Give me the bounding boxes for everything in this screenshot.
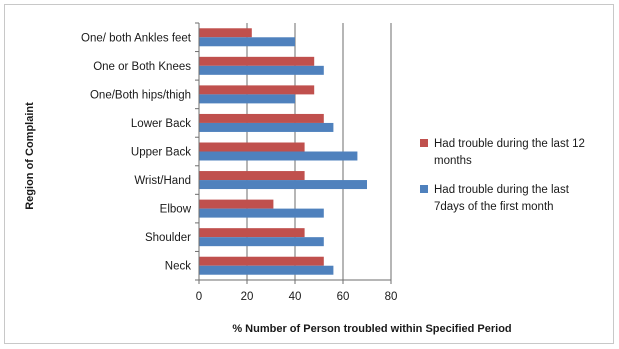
legend-swatch xyxy=(420,185,428,193)
bar-chart: One/ both Ankles feet One or Both Knees On… xyxy=(24,22,585,335)
category-label: Neck xyxy=(165,261,191,273)
category-labels: One/ both Ankles feet One or Both Knees On… xyxy=(81,32,192,272)
bar-last-7-days xyxy=(199,65,324,75)
bar-last-7-days xyxy=(199,208,324,218)
x-tick-label: 20 xyxy=(241,291,254,303)
bar-last-12-months xyxy=(199,56,315,66)
legend-label: months xyxy=(434,155,472,167)
category-label: One/ both Ankles feet xyxy=(81,32,192,44)
bar-last-7-days xyxy=(199,237,324,247)
x-tick-label: 0 xyxy=(196,291,202,303)
bar-last-12-months xyxy=(199,171,305,181)
legend-label: Had trouble during the last 12 xyxy=(434,138,585,150)
x-tick-label: 80 xyxy=(385,291,398,303)
axes xyxy=(195,22,392,284)
category-label: Lower Back xyxy=(131,118,191,130)
bar-last-7-days xyxy=(199,180,367,190)
legend-swatch xyxy=(420,139,428,147)
y-axis-title: Region of Complaint xyxy=(24,102,36,210)
bar-last-7-days xyxy=(199,122,334,132)
category-label: One/Both hips/thigh xyxy=(90,89,191,101)
bar-last-7-days xyxy=(199,94,295,104)
category-label: Wrist/Hand xyxy=(134,175,191,187)
bar-last-12-months xyxy=(199,199,274,209)
bar-last-12-months xyxy=(199,142,305,152)
bar-last-7-days xyxy=(199,151,358,161)
category-label: One or Both Knees xyxy=(93,61,191,73)
bar-last-7-days xyxy=(199,265,334,275)
bar-last-12-months xyxy=(199,256,324,266)
legend-label: 7days of the first month xyxy=(434,201,554,213)
x-axis-title: % Number of Person troubled within Speci… xyxy=(232,323,511,335)
x-tick-label: 40 xyxy=(289,291,302,303)
bar-last-12-months xyxy=(199,113,324,123)
chart-frame: One/ both Ankles feet One or Both Knees On… xyxy=(4,4,614,344)
legend-label: Had trouble during the last xyxy=(434,184,570,196)
legend: Had trouble during the last 12 months Had … xyxy=(420,138,585,213)
bar-last-12-months xyxy=(199,28,252,38)
bar-last-7-days xyxy=(199,37,295,47)
category-label: Shoulder xyxy=(145,232,191,244)
category-label: Elbow xyxy=(160,204,192,216)
bar-last-12-months xyxy=(199,85,315,95)
bar-last-12-months xyxy=(199,228,305,238)
bars xyxy=(199,28,367,275)
x-tick-label: 60 xyxy=(337,291,350,303)
category-label: Upper Back xyxy=(131,147,191,159)
x-tick-labels: 0 20 40 60 80 xyxy=(196,291,398,303)
